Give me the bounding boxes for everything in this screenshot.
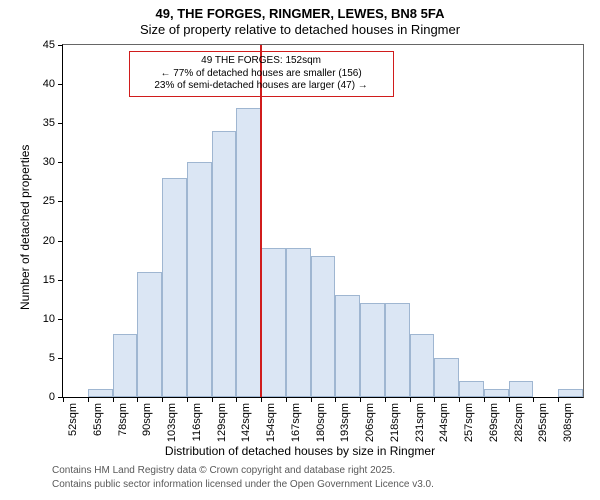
histogram-bar [88,389,113,397]
histogram-bar [558,389,583,397]
histogram-bar [434,358,459,397]
x-tick-label: 193sqm [339,403,351,442]
y-tick-label: 40 [43,78,55,90]
histogram-bar [360,303,385,397]
y-axis-label: Number of detached properties [18,145,32,310]
y-tick-mark [58,84,63,85]
x-tick-mark [212,397,213,402]
histogram-bar [335,295,360,397]
histogram-bar [311,256,336,397]
x-tick-mark [434,397,435,402]
x-tick-label: 52sqm [67,403,79,436]
x-tick-label: 308sqm [562,403,574,442]
x-tick-label: 142sqm [240,403,252,442]
chart-title-line2: Size of property relative to detached ho… [0,22,600,37]
histogram-bar [459,381,484,397]
y-tick-label: 35 [43,117,55,129]
y-tick-label: 0 [49,391,55,403]
callout-line-3: 23% of semi-detached houses are larger (… [136,80,387,93]
histogram-bar [410,334,435,397]
x-tick-label: 129sqm [216,403,228,442]
x-tick-mark [286,397,287,402]
x-tick-mark [187,397,188,402]
y-tick-label: 45 [43,39,55,51]
histogram-bar [261,248,286,397]
x-tick-mark [509,397,510,402]
x-tick-label: 167sqm [290,403,302,442]
y-tick-mark [58,241,63,242]
y-tick-label: 30 [43,156,55,168]
x-tick-label: 206sqm [364,403,376,442]
x-tick-mark [360,397,361,402]
x-tick-mark [459,397,460,402]
histogram-bar [286,248,311,397]
histogram-bar [484,389,509,397]
histogram-bar [113,334,138,397]
y-tick-mark [58,162,63,163]
x-tick-mark [410,397,411,402]
x-tick-label: 103sqm [166,403,178,442]
histogram-bar [509,381,534,397]
callout-line-2: ← 77% of detached houses are smaller (15… [136,68,387,81]
y-tick-mark [58,280,63,281]
histogram-bar [137,272,162,397]
callout-box: 49 THE FORGES: 152sqm ← 77% of detached … [129,51,394,97]
x-tick-label: 78sqm [117,403,129,436]
x-tick-mark [484,397,485,402]
histogram-bar [212,131,237,397]
chart-title-line1: 49, THE FORGES, RINGMER, LEWES, BN8 5FA [0,6,600,21]
y-tick-label: 10 [43,313,55,325]
histogram-bar [236,108,261,397]
histogram-bar [187,162,212,397]
x-tick-mark [88,397,89,402]
footer-line-1: Contains HM Land Registry data © Crown c… [52,464,600,478]
x-tick-label: 154sqm [265,403,277,442]
plot-area: 051015202530354045 52sqm65sqm78sqm90sqm1… [62,44,584,398]
y-tick-label: 20 [43,235,55,247]
x-tick-mark [162,397,163,402]
footer-attribution: Contains HM Land Registry data © Crown c… [0,464,600,491]
y-tick-mark [58,45,63,46]
y-tick-label: 25 [43,195,55,207]
x-tick-label: 295sqm [537,403,549,442]
x-tick-label: 231sqm [414,403,426,442]
x-tick-mark [261,397,262,402]
x-tick-mark [113,397,114,402]
x-tick-mark [533,397,534,402]
x-tick-label: 218sqm [389,403,401,442]
x-tick-label: 180sqm [315,403,327,442]
x-tick-label: 65sqm [92,403,104,436]
x-tick-mark [63,397,64,402]
x-tick-mark [236,397,237,402]
x-tick-label: 116sqm [191,403,203,441]
x-tick-label: 282sqm [513,403,525,442]
callout-line-1: 49 THE FORGES: 152sqm [136,55,387,68]
x-tick-label: 90sqm [141,403,153,436]
footer-line-2: Contains public sector information licen… [52,478,600,492]
y-tick-mark [58,358,63,359]
x-tick-label: 244sqm [438,403,450,442]
histogram-bar [385,303,410,397]
x-tick-mark [385,397,386,402]
y-tick-mark [58,123,63,124]
x-tick-mark [558,397,559,402]
y-tick-mark [58,319,63,320]
histogram-bar [162,178,187,397]
x-tick-mark [311,397,312,402]
reference-line [260,45,262,397]
y-tick-mark [58,201,63,202]
x-tick-label: 257sqm [463,403,475,442]
y-tick-label: 5 [49,352,55,364]
chart-container: 49, THE FORGES, RINGMER, LEWES, BN8 5FA … [0,0,600,500]
x-tick-label: 269sqm [488,403,500,442]
x-tick-mark [137,397,138,402]
x-tick-mark [335,397,336,402]
y-tick-label: 15 [43,274,55,286]
x-axis-label: Distribution of detached houses by size … [0,444,600,458]
